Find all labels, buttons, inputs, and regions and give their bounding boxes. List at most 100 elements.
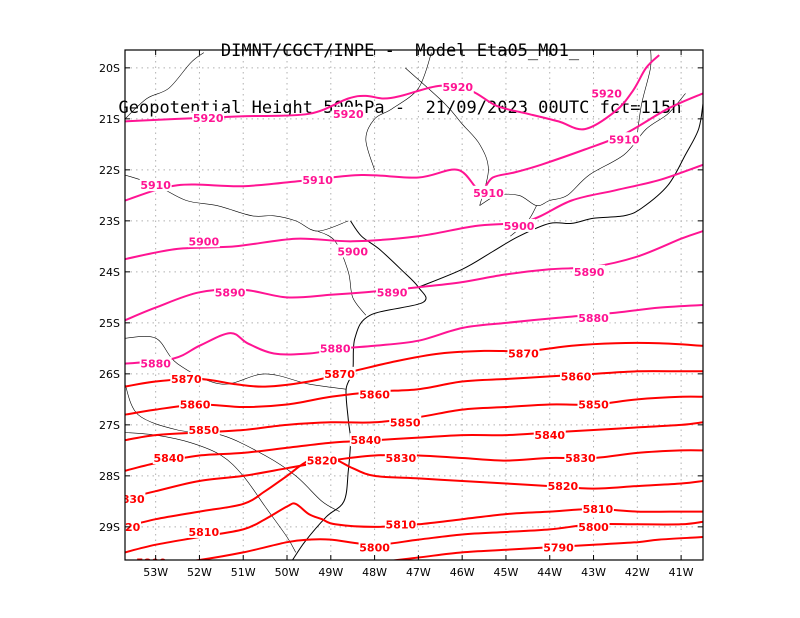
state-border — [637, 50, 652, 135]
contour-label-layer: 5920 5920 5920 5920 5910 5910 5910 5910 5900 5900… — [114, 80, 641, 570]
coastline — [291, 220, 427, 560]
lat-tick-label: 24S — [99, 266, 120, 279]
contour-label-bg — [306, 453, 339, 467]
contour-label-bg — [349, 433, 382, 447]
contour-label-bg — [389, 415, 422, 429]
contour-label-bg — [533, 428, 566, 442]
contour-label-bg — [187, 524, 220, 538]
contour-label: 5910 — [140, 179, 171, 192]
contour-5860 — [125, 370, 703, 416]
contour-5790 — [389, 536, 703, 560]
lat-tick-label: 25S — [99, 317, 120, 330]
contour-label-bg — [573, 264, 606, 278]
contour-label: 5860 — [180, 398, 211, 411]
lon-tick-label: 51W — [231, 566, 256, 579]
lon-tick-label: 42W — [625, 566, 650, 579]
contour-label-bg — [192, 110, 225, 124]
contour-label: 5920 — [591, 87, 622, 100]
title-line-1: DIMNT/CGCT/INPE - Model Eta05_M01_ — [220, 41, 580, 61]
state-border — [365, 52, 432, 170]
contour-5840 — [125, 421, 703, 472]
state-border — [479, 93, 686, 206]
contour-label: 5840 — [534, 429, 565, 442]
lon-tick-label: 43W — [581, 566, 606, 579]
contour-label: 5920 — [333, 108, 364, 121]
coastline-layer — [125, 50, 703, 560]
contour-label-bg — [214, 285, 247, 299]
contour-5820 — [125, 456, 703, 528]
lat-tick-label: 29S — [99, 521, 120, 534]
contour-label: 5790 — [543, 541, 574, 554]
state-border — [125, 52, 204, 120]
contour-label-bg — [503, 218, 536, 232]
contour-5880 — [125, 304, 703, 365]
plot-frame — [124, 49, 704, 561]
contour-label: 5880 — [578, 312, 609, 325]
contour-label-bg — [301, 173, 334, 187]
state-border — [405, 67, 489, 206]
contour-label: 5850 — [189, 424, 220, 437]
contour-label-bg — [472, 185, 505, 199]
contour-label: 5810 — [386, 518, 417, 531]
contour-label: 5840 — [153, 452, 184, 465]
contour-label-bg — [179, 397, 212, 411]
contour-5870 — [125, 341, 703, 388]
lat-tick-label: 28S — [99, 470, 120, 483]
contour-5890 — [125, 230, 703, 322]
contour-label-bg — [125, 519, 141, 533]
contour-label: 5900 — [337, 245, 368, 258]
contour-label: 5900 — [189, 235, 220, 248]
contour-label: 5820 — [307, 455, 338, 468]
state-border — [125, 383, 340, 512]
contour-label: 5860 — [561, 370, 592, 383]
contour-label: 5810 — [189, 526, 220, 539]
contour-label-bg — [139, 178, 172, 192]
contour-label-bg — [187, 422, 220, 436]
contour-label: 5890 — [215, 286, 246, 299]
contour-label: 5890 — [574, 266, 605, 279]
contour-label: 5870 — [508, 347, 539, 360]
contour-label-bg — [187, 234, 220, 248]
contour-label-bg — [384, 517, 417, 531]
contour-label-bg — [139, 356, 172, 370]
contour-label: 5870 — [171, 373, 202, 386]
contour-label-bg — [323, 366, 356, 380]
contour-label: 5890 — [377, 286, 408, 299]
contour-label: 5920 — [442, 81, 473, 94]
title-line-2: Geopotential Height 500hPa - 21/09/2023 … — [118, 98, 682, 118]
contour-label-bg — [546, 479, 579, 493]
contour-label: 5840 — [351, 434, 382, 447]
contour-label-bg — [608, 132, 641, 146]
coastline — [418, 103, 703, 288]
state-border — [317, 230, 367, 316]
contour-label: 5830 — [386, 452, 417, 465]
contour-label: 5830 — [114, 493, 145, 506]
lon-tick-label: 41W — [669, 566, 694, 579]
lat-tick-label: 27S — [99, 419, 120, 432]
contour-label: 5860 — [359, 388, 390, 401]
contour-label-bg — [384, 451, 417, 464]
contour-label-bg — [577, 397, 610, 411]
contour-label: 5850 — [390, 416, 421, 429]
contour-label: 5900 — [504, 220, 535, 233]
contour-5830 — [125, 449, 703, 500]
contour-label-bg — [152, 451, 185, 464]
contour-label: 5920 — [193, 112, 224, 125]
contour-label-bg — [135, 555, 168, 560]
contour-label-bg — [125, 491, 146, 505]
contour-label-bg — [581, 502, 614, 515]
lon-tick-label: 48W — [362, 566, 387, 579]
contour-label: 5830 — [565, 452, 596, 465]
contour-label: 5800 — [136, 557, 167, 570]
contour-label-bg — [577, 310, 610, 324]
lat-tick-label: 22S — [99, 164, 120, 177]
contour-label-bg — [358, 540, 391, 554]
lat-tick-label: 21S — [99, 113, 120, 126]
contour-label-bg — [560, 369, 593, 383]
contour-label: 5910 — [302, 174, 333, 187]
contour-label: 5820 — [548, 480, 579, 493]
contour-label-bg — [577, 519, 610, 533]
contour-label-bg — [441, 80, 474, 94]
lon-tick-label: 45W — [494, 566, 519, 579]
